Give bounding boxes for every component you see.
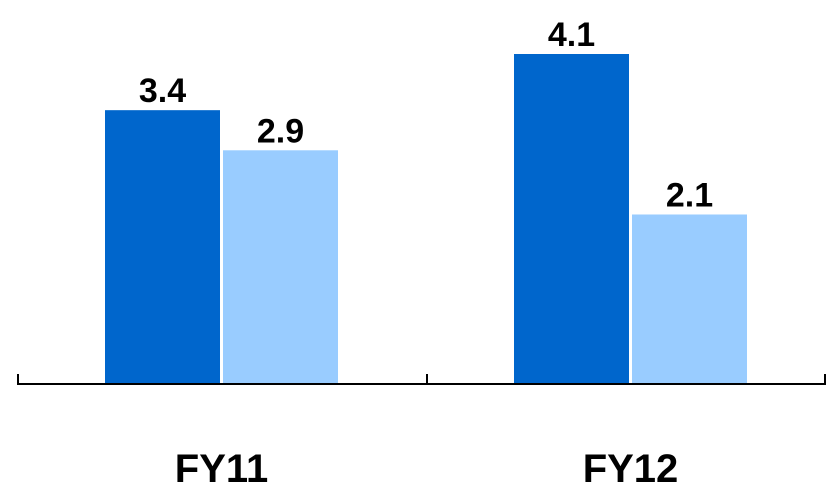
bar-fy12-series-1 — [514, 54, 629, 383]
bars-group — [105, 54, 747, 384]
data-label-fy12-series-2: 2.1 — [666, 176, 713, 214]
data-label-fy12-series-1: 4.1 — [548, 16, 595, 54]
category-label-fy11: FY11 — [175, 447, 268, 486]
data-labels-group: 3.4 2.9 4.1 2.1 — [139, 16, 713, 214]
category-label-fy12: FY12 — [583, 447, 679, 486]
data-label-fy11-series-1: 3.4 — [139, 72, 186, 110]
category-labels-group: FY11 FY12 — [175, 447, 679, 486]
x-axis — [17, 374, 826, 385]
bar-fy11-series-2 — [223, 150, 338, 383]
data-label-fy11-series-2: 2.9 — [257, 112, 304, 150]
bar-fy11-series-1 — [105, 110, 220, 384]
bar-fy12-series-2 — [632, 214, 747, 383]
